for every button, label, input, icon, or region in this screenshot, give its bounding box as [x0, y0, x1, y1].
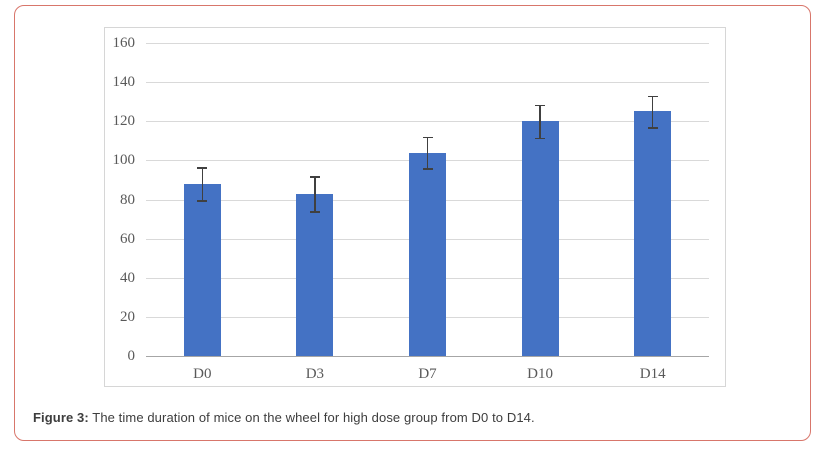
y-tick-label: 0 [127, 348, 136, 364]
x-tick-label: D0 [193, 366, 212, 382]
error-bar-line [314, 176, 316, 212]
error-bar-cap-top [535, 104, 546, 107]
error-bar-line [539, 104, 541, 138]
error-bar-cap-top [647, 95, 658, 98]
error-bar-cap-bottom [647, 127, 658, 129]
figure-caption: Figure 3: The time duration of mice on t… [33, 410, 535, 425]
error-bar-line [651, 95, 654, 128]
y-tick-label: 60 [120, 230, 135, 247]
x-tick-label: D7 [418, 366, 437, 382]
error-bar-cap-bottom [309, 211, 320, 213]
error-bar-cap-bottom [422, 168, 433, 170]
figure-caption-text: The time duration of mice on the wheel f… [88, 410, 535, 425]
y-tick-label: 100 [112, 152, 136, 169]
bar [634, 111, 672, 356]
y-tick-label: 120 [112, 113, 136, 130]
y-tick-label: 20 [120, 308, 135, 325]
bar [521, 121, 559, 356]
gridline [146, 121, 709, 123]
error-bar-cap-bottom [197, 200, 208, 202]
y-tick-label: 140 [112, 74, 136, 91]
x-tick-label: D14 [639, 366, 666, 382]
y-tick-label: 80 [120, 191, 135, 208]
bar [183, 183, 221, 356]
gridline [146, 82, 709, 84]
y-tick-label: 40 [120, 269, 135, 286]
error-bar-cap-top [197, 167, 208, 169]
x-tick-label: D10 [527, 366, 554, 382]
error-bar-line [426, 136, 429, 169]
x-axis-line [146, 356, 709, 357]
error-bar-cap-top [422, 136, 433, 139]
error-bar-cap-top [309, 176, 320, 178]
bar [296, 193, 334, 356]
x-tick-label: D3 [305, 366, 325, 382]
bar [409, 152, 446, 356]
figure-frame: 0 20 40 60 80 100 120 140 160 D0 D3 D7 D10 D14 Figure… [14, 5, 811, 441]
error-bar-line [201, 167, 204, 201]
bar-chart: 0 20 40 60 80 100 120 140 160 D0 D3 D7 D10 D14 [113, 35, 709, 382]
y-tick-label: 160 [112, 35, 136, 51]
chart-container: 0 20 40 60 80 100 120 140 160 D0 D3 D7 D10 D14 [104, 27, 726, 387]
figure-caption-label: Figure 3: [33, 410, 89, 425]
gridline [146, 43, 709, 44]
error-bar-cap-bottom [535, 137, 546, 140]
